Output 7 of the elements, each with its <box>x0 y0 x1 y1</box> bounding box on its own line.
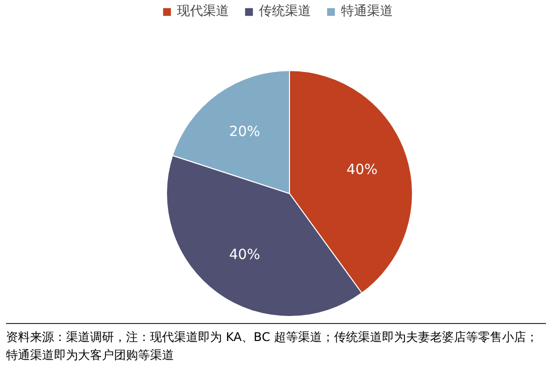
legend-label: 传统渠道 <box>259 3 311 20</box>
legend-label: 特通渠道 <box>341 3 393 20</box>
data-label: 20% <box>229 124 260 140</box>
text: 资料来源：渠道调研，注：现代渠道即为 KA、BC 超等渠道；传统渠道即为夫妻老婆店等零售小店；特通渠道即为大客户团购等渠道 <box>6 329 539 364</box>
data-label: 40% <box>346 162 378 178</box>
data-label: 40% <box>229 247 260 264</box>
legend-label: 现代渠道 <box>177 3 229 20</box>
